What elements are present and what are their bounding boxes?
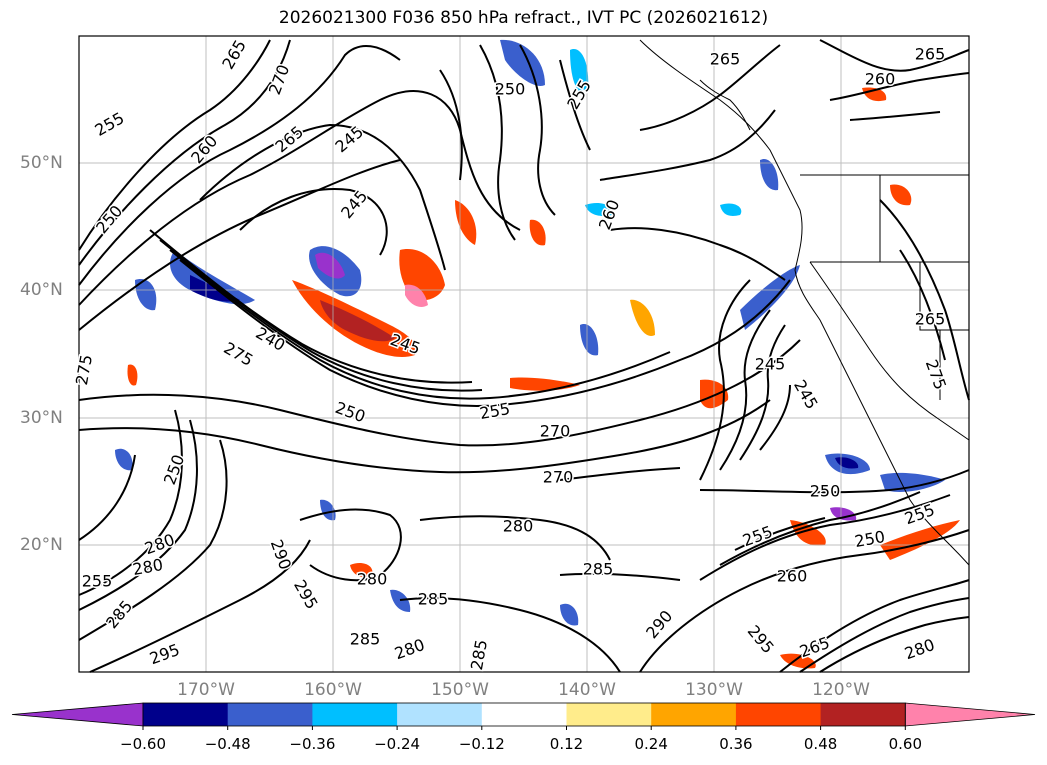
colorbar-segment <box>735 703 822 726</box>
contour-label: 260 <box>777 567 808 586</box>
contour-label: 250 <box>810 482 841 501</box>
colorbar-extend-high <box>904 702 1036 727</box>
contour-label: 285 <box>418 590 449 609</box>
contour-label: 280 <box>357 570 388 589</box>
plot-frame <box>78 35 970 673</box>
colorbar <box>11 702 1036 730</box>
coastlines <box>639 39 970 566</box>
colorbar-segment <box>481 703 567 726</box>
colorbar-segment <box>566 703 652 726</box>
positive-anomaly-530 <box>529 219 546 246</box>
colorbar-segment <box>143 703 229 726</box>
lat-label-50n: 50°N <box>20 153 63 173</box>
colorbar-tick-label: −0.60 <box>120 735 166 753</box>
positive-anomaly-cw <box>350 563 373 577</box>
lat-label-40n: 40°N <box>20 280 63 300</box>
colorbar-tick-label: −0.48 <box>204 735 251 753</box>
colorbar-frame <box>142 702 906 727</box>
negative-anomaly-light2 <box>720 203 742 216</box>
colorbar-segment <box>397 703 483 726</box>
colorbar-tick-label: 0.36 <box>719 735 753 753</box>
colorbar-tick-label: 0.12 <box>549 735 584 753</box>
positive-anomaly-east <box>890 184 912 206</box>
map-title: 2026021300 F036 850 hPa refract., IVT PC… <box>278 8 769 28</box>
negative-anomaly-w3 <box>320 499 336 521</box>
colorbar-extend-low <box>11 702 144 727</box>
contour-label: 250 <box>495 80 526 99</box>
lon-label-170w: 170°W <box>177 680 235 700</box>
lon-label-120w: 120°W <box>812 680 870 700</box>
positive-anomaly-bottom <box>780 653 816 669</box>
negative-anomaly-light1 <box>585 203 613 216</box>
contour-label: 270 <box>543 468 574 487</box>
lon-label-140w: 140°W <box>558 680 616 700</box>
lon-label-150w: 150°W <box>431 680 489 700</box>
colorbar-tick-label: 0.24 <box>634 735 668 753</box>
positive-anomaly-se <box>790 520 826 546</box>
positive-anomaly-w <box>127 364 138 386</box>
positive-anomaly-630 <box>630 299 655 336</box>
colorbar-tick-label: −0.24 <box>374 735 421 753</box>
negative-anomaly-w2 <box>115 448 133 471</box>
colorbar-tick-label: −0.36 <box>289 735 336 753</box>
lat-label-20n: 20°N <box>20 535 63 555</box>
negative-anomaly-purple-core <box>315 252 345 279</box>
colorbar-tick-label: −0.12 <box>458 735 505 753</box>
contour-label: 270 <box>540 422 571 441</box>
colorbar-segment <box>312 703 398 726</box>
positive-anomaly-se2 <box>880 520 960 560</box>
colorbar-segment <box>651 703 737 726</box>
lon-label-160w: 160°W <box>304 680 362 700</box>
contour-label: 265 <box>915 310 946 329</box>
contour-label: 265 <box>915 45 946 64</box>
negative-anomaly-purple-se <box>830 507 857 521</box>
shaded-anomalies <box>115 39 960 669</box>
lat-label-30n: 30°N <box>20 408 63 428</box>
colorbar-tick-label: 0.48 <box>803 735 838 753</box>
positive-anomaly-main-core <box>320 300 395 342</box>
plot-area <box>79 36 969 672</box>
lon-label-130w: 130°W <box>685 680 743 700</box>
negative-anomaly-cc <box>580 324 599 356</box>
contour-label: 265 <box>710 50 741 69</box>
contour-label: 285 <box>350 630 381 649</box>
negative-anomaly-west-patch <box>135 279 157 311</box>
colorbar-segment <box>820 703 906 726</box>
negative-anomaly-north2 <box>570 49 589 94</box>
colorbar-segment <box>227 703 313 726</box>
negative-anomaly-ne-coast <box>760 159 779 191</box>
contour-label: 280 <box>503 517 534 536</box>
negative-anomaly-ne-band <box>740 265 800 330</box>
contour-label: 285 <box>583 560 614 579</box>
negative-anomaly-sc <box>560 603 579 626</box>
colorbar-tick-label: 0.60 <box>888 735 922 753</box>
negative-anomaly-band-se <box>880 472 945 492</box>
contour-label: 260 <box>865 70 896 89</box>
contour-label: 245 <box>755 355 786 374</box>
gridlines <box>79 36 969 672</box>
contour-lines <box>78 39 970 673</box>
contour-label: 255 <box>82 572 113 591</box>
